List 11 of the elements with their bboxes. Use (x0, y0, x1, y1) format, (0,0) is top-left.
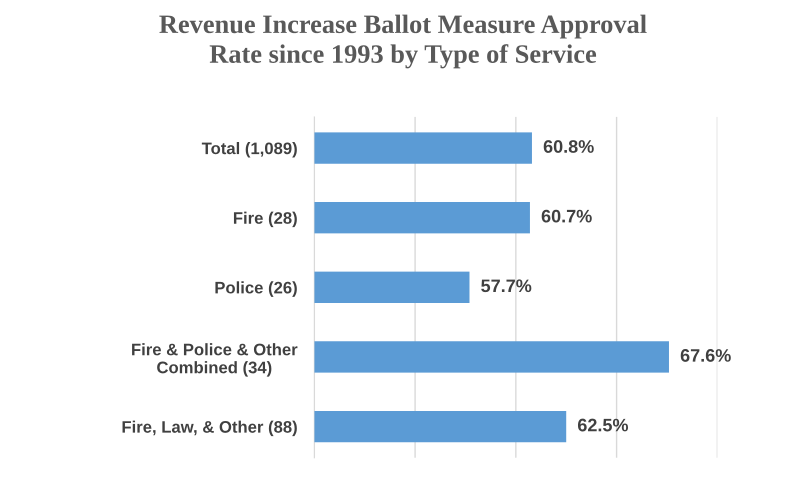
y-tick-label: Total (1,089) (202, 142, 297, 158)
data-label: 62.5% (578, 418, 628, 432)
y-tick-label: Fire & Police & Other Combined (34) (132, 343, 298, 377)
data-label: 67.6% (680, 349, 731, 362)
chart-title: Revenue Increase Ballot Measure Approval Rate since 1993 by Type of Service (159, 14, 647, 68)
y-tick-label: Fire, Law, & Other (88) (122, 420, 297, 436)
data-label: 60.8% (544, 140, 594, 153)
y-tick-label: Police (26) (215, 281, 297, 297)
data-label: 60.7% (542, 210, 592, 223)
data-label: 57.7% (481, 279, 532, 292)
y-tick-label: Fire (28) (234, 212, 297, 228)
